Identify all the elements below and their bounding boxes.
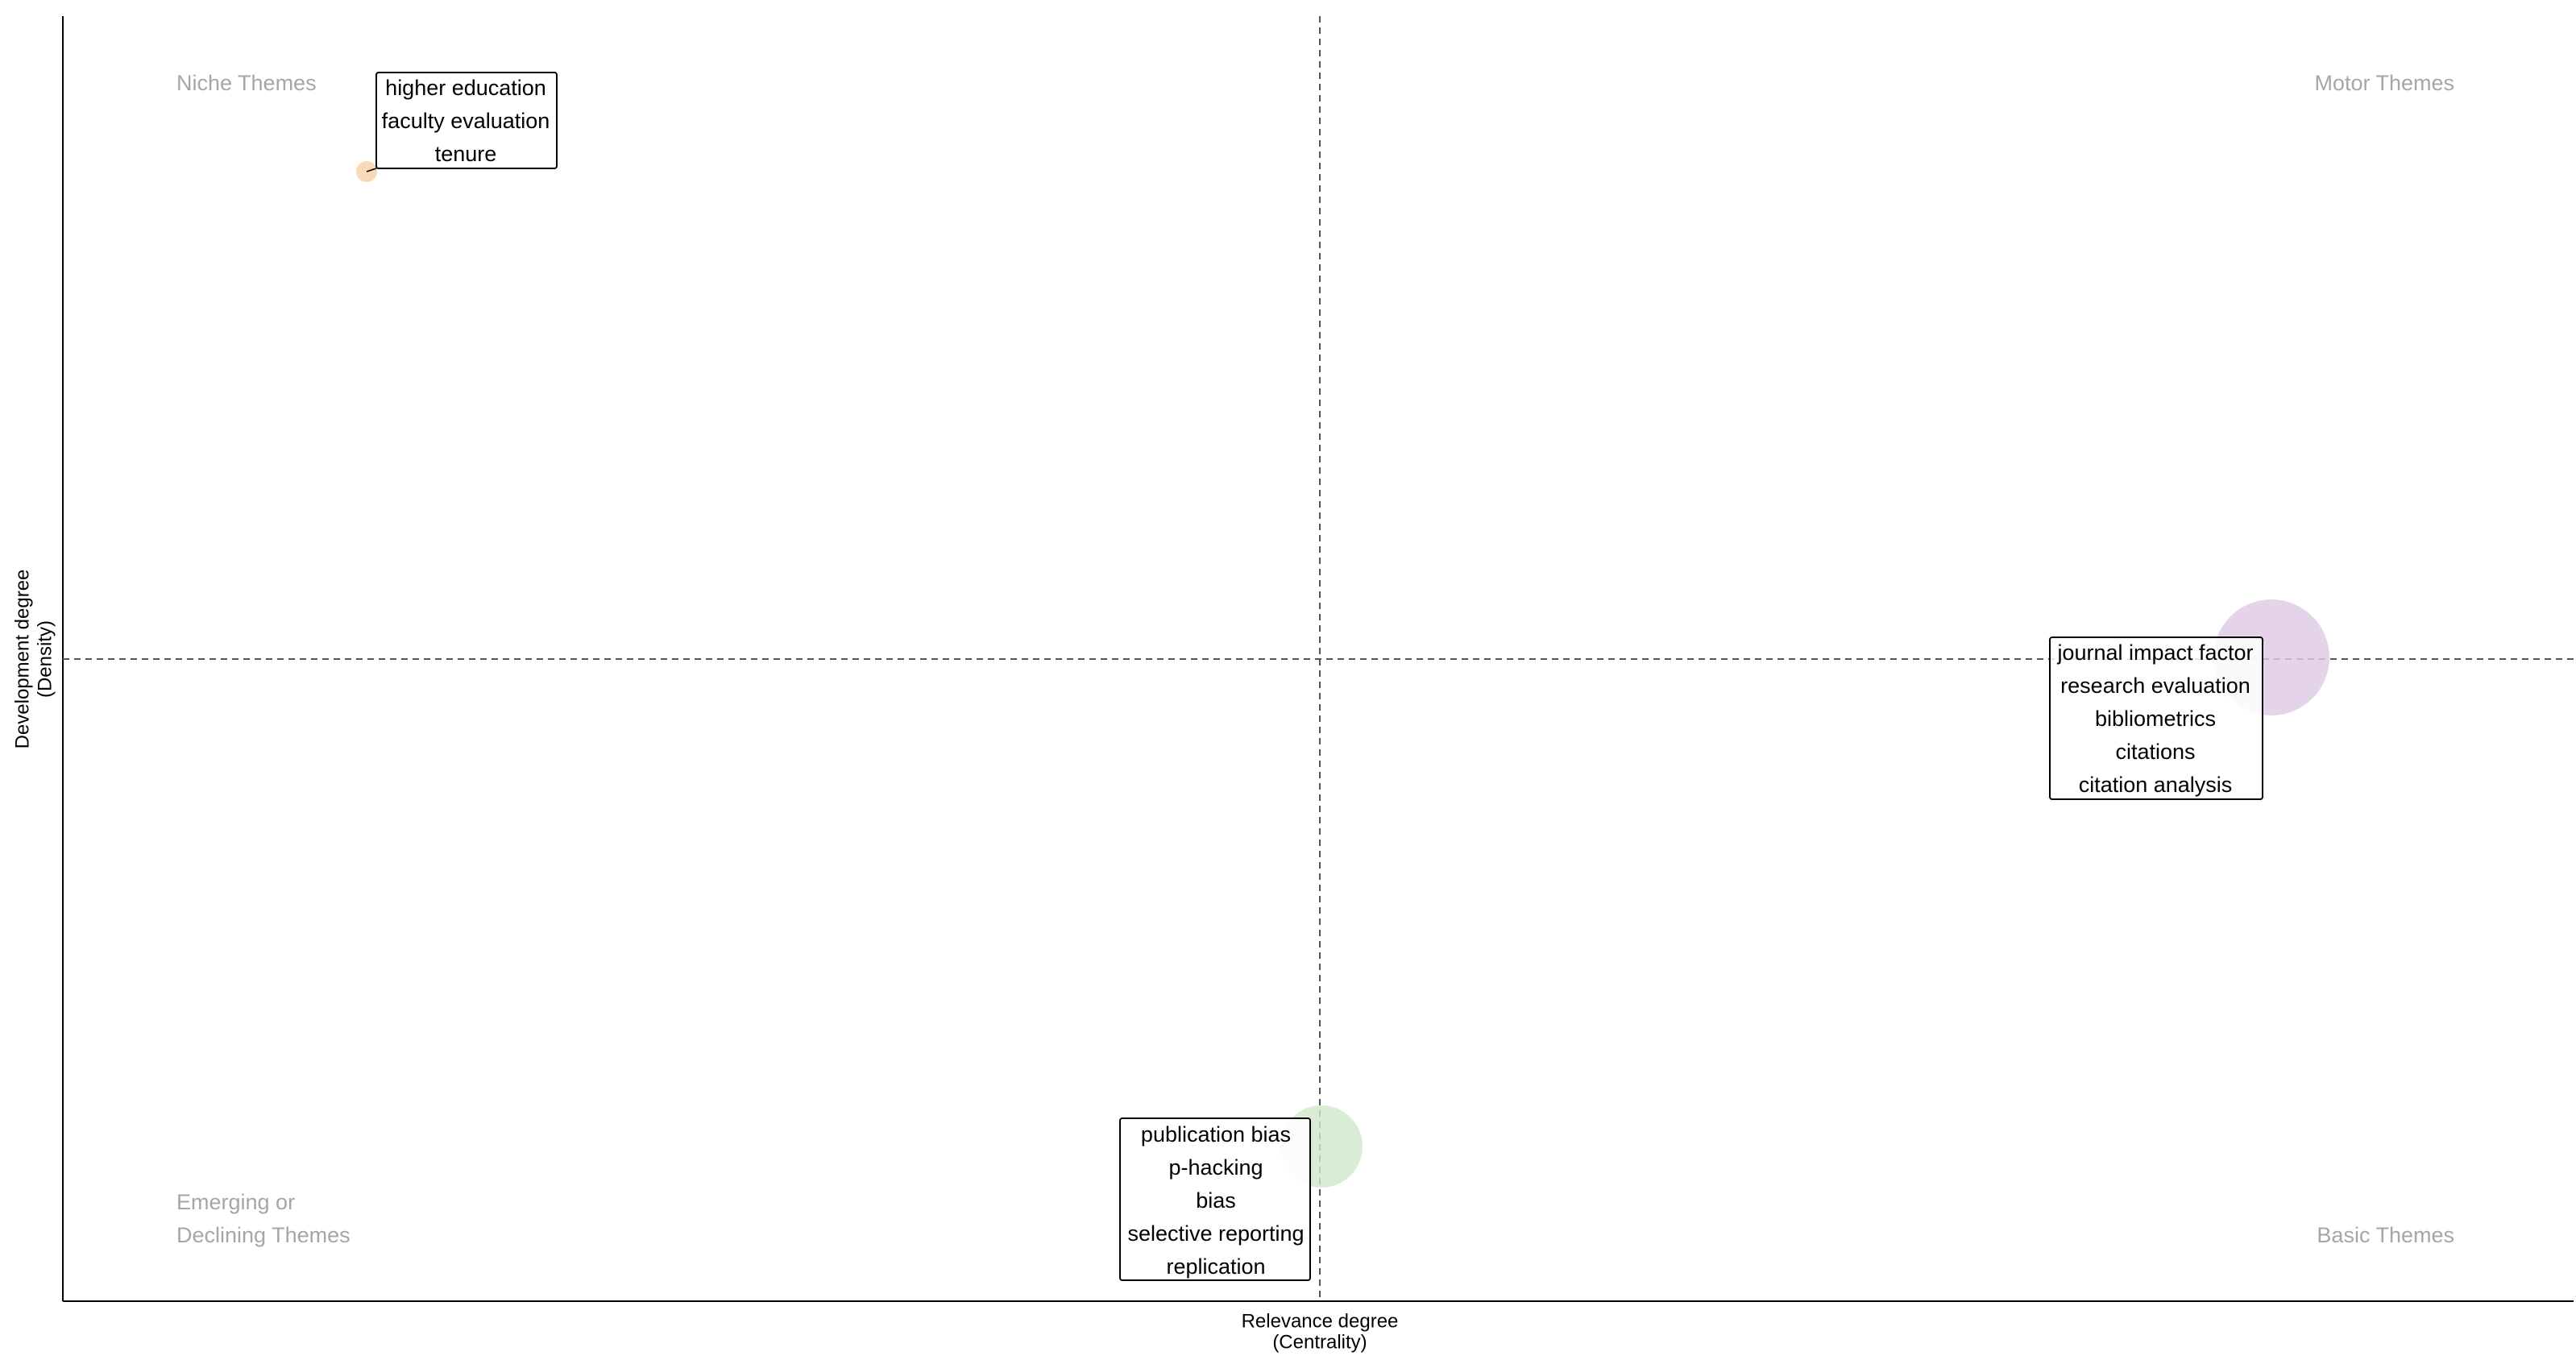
cluster-label: citation analysis xyxy=(2079,773,2233,797)
quadrant-label: Emerging or xyxy=(176,1190,295,1214)
y-axis-label: Development degree xyxy=(11,570,33,749)
label-box xyxy=(2049,636,2263,800)
quadrant-label: Declining Themes xyxy=(176,1223,351,1247)
quadrant-label: Niche Themes xyxy=(176,71,317,95)
cluster-label: tenure xyxy=(435,142,497,166)
x-axis-label: (Centrality) xyxy=(1272,1331,1367,1353)
quadrant-label: Basic Themes xyxy=(2317,1223,2454,1247)
label-connector xyxy=(366,168,377,172)
cluster-label: research evaluation xyxy=(2060,674,2250,698)
cluster-label: bibliometrics xyxy=(2095,707,2216,731)
cluster-label: publication bias xyxy=(1141,1122,1291,1146)
cluster-label: citations xyxy=(2115,740,2195,764)
cluster-label: replication xyxy=(1166,1254,1265,1279)
cluster-label: journal impact factor xyxy=(2056,641,2253,665)
quadrant-label: Motor Themes xyxy=(2314,71,2454,95)
cluster-label: higher education xyxy=(385,76,546,100)
x-axis-label: Relevance degree xyxy=(1242,1310,1399,1332)
label-box xyxy=(1119,1117,1311,1281)
y-axis-label: (Density) xyxy=(34,620,56,698)
cluster-label: bias xyxy=(1196,1188,1236,1213)
cluster-label: faculty evaluation xyxy=(382,109,550,133)
label-box xyxy=(375,72,558,169)
cluster-label: p-hacking xyxy=(1168,1155,1263,1180)
cluster-label: selective reporting xyxy=(1127,1221,1304,1246)
